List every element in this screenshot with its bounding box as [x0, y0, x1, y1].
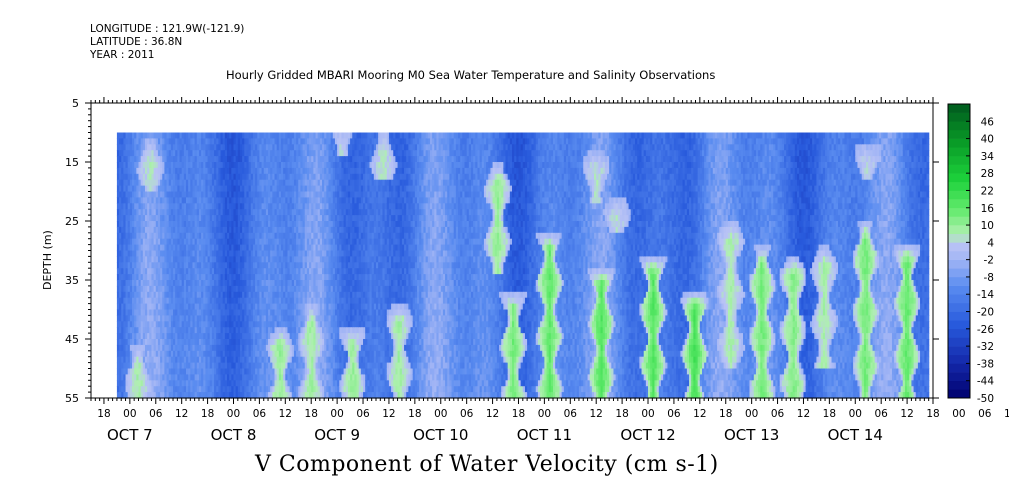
heatmap-cells [117, 133, 929, 399]
